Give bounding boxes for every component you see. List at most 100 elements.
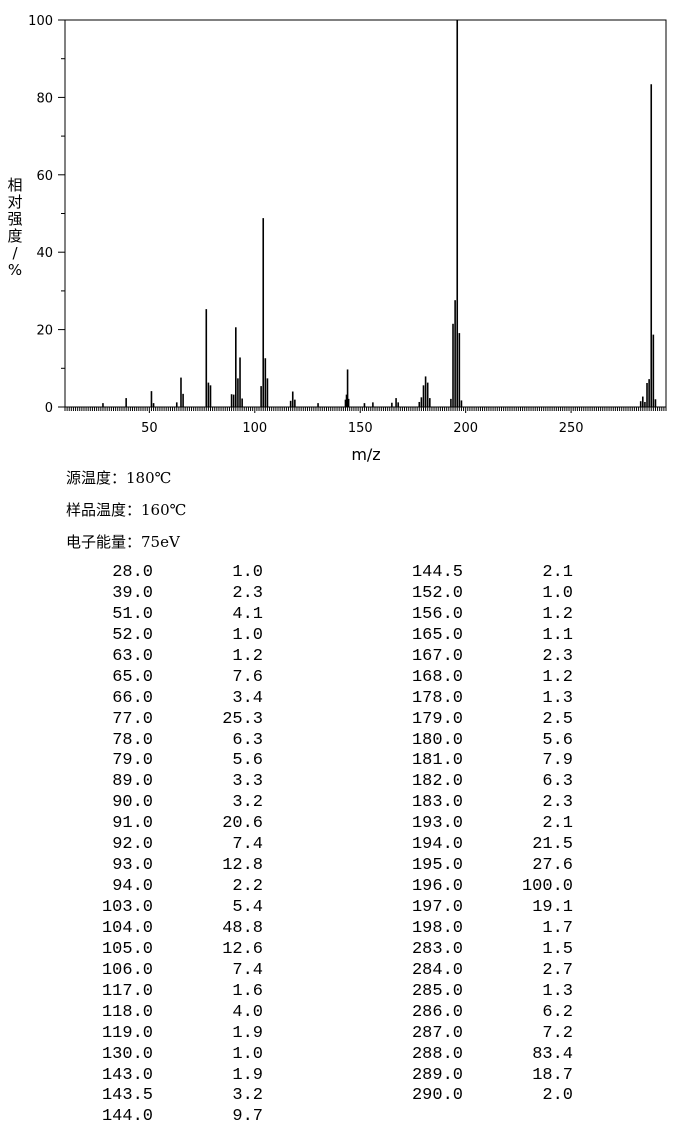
x-tick-label: 200 xyxy=(453,421,478,436)
intensity-value: 1.1 xyxy=(542,625,573,645)
intensity-value: 1.0 xyxy=(232,625,263,645)
mz-value: 285.0 xyxy=(411,981,463,1001)
mz-value: 167.0 xyxy=(411,646,463,666)
intensity-value: 2.3 xyxy=(542,646,573,666)
mz-value: 66.0 xyxy=(112,688,153,708)
intensity-value: 1.3 xyxy=(542,688,573,708)
intensity-value: 2.3 xyxy=(542,793,573,813)
intensity-value: 3.3 xyxy=(232,772,263,792)
y-tick-label: 40 xyxy=(36,246,53,261)
mz-value: 89.0 xyxy=(112,772,153,792)
intensity-value: 4.0 xyxy=(232,1002,263,1022)
mz-value: 183.0 xyxy=(411,793,463,813)
intensity-value: 1.6 xyxy=(232,981,263,1001)
mz-value: 194.0 xyxy=(411,835,463,855)
mz-value: 287.0 xyxy=(411,1023,463,1043)
intensity-value: 6.3 xyxy=(232,730,263,750)
mz-value: 178.0 xyxy=(411,688,463,708)
mz-value: 94.0 xyxy=(112,877,153,897)
x-tick-label: 150 xyxy=(348,421,373,436)
mz-value: 143.5 xyxy=(101,1086,153,1106)
mass-spectrum-chart: 50 100 150 200 250 0 20 40 60 80 100 m/z 相对强度/% xyxy=(7,14,667,464)
intensity-value: 1.0 xyxy=(232,563,263,582)
intensity-value: 48.8 xyxy=(222,918,263,938)
intensity-value: 83.4 xyxy=(532,1044,573,1064)
intensity-value: 5.4 xyxy=(232,898,263,917)
intensity-value: 2.5 xyxy=(542,709,573,729)
mz-value: 104.0 xyxy=(101,918,153,938)
mz-value: 52.0 xyxy=(112,625,153,645)
mz-value: 144.0 xyxy=(101,1107,153,1127)
electron-energy: 电子能量：75eV xyxy=(66,533,180,551)
mz-value: 165.0 xyxy=(411,625,463,645)
mz-value: 290.0 xyxy=(411,1086,463,1106)
mz-value: 119.0 xyxy=(101,1023,153,1043)
mz-value: 198.0 xyxy=(411,918,463,938)
intensity-value: 7.4 xyxy=(232,960,263,980)
mz-value: 118.0 xyxy=(101,1002,153,1022)
mz-value: 93.0 xyxy=(112,856,153,876)
y-tick-label: 60 xyxy=(36,169,53,184)
mz-value: 168.0 xyxy=(411,667,463,687)
intensity-value: 1.9 xyxy=(232,1023,263,1043)
plot-frame xyxy=(64,19,667,408)
mz-value: 195.0 xyxy=(411,856,463,876)
intensity-value: 5.6 xyxy=(232,751,263,771)
peak-bars xyxy=(102,20,657,407)
intensity-value: 1.2 xyxy=(542,604,573,624)
y-tick-label: 100 xyxy=(28,14,53,29)
mz-value: 130.0 xyxy=(101,1044,153,1064)
x-tick-label: 250 xyxy=(559,421,584,436)
mz-value: 90.0 xyxy=(112,793,153,813)
intensity-value: 5.6 xyxy=(542,730,573,750)
intensity-value: 2.7 xyxy=(542,960,573,980)
mz-value: 144.5 xyxy=(411,563,463,582)
intensity-value: 7.2 xyxy=(542,1023,573,1043)
intensity-value: 3.2 xyxy=(232,1086,263,1106)
intensity-value: 7.9 xyxy=(542,751,573,771)
intensity-value: 2.3 xyxy=(232,583,263,603)
mz-value: 63.0 xyxy=(112,646,153,666)
mz-value: 92.0 xyxy=(112,835,153,855)
mz-value: 181.0 xyxy=(411,751,463,771)
mz-value: 103.0 xyxy=(101,898,153,917)
intensity-value: 1.2 xyxy=(542,667,573,687)
intensity-value: 1.0 xyxy=(542,583,573,603)
intensity-value: 7.6 xyxy=(232,667,263,687)
intensity-value: 27.6 xyxy=(532,856,573,876)
intensity-value: 19.1 xyxy=(532,898,573,917)
intensity-value: 7.4 xyxy=(232,835,263,855)
intensity-value: 1.2 xyxy=(232,646,263,666)
mz-value: 180.0 xyxy=(411,730,463,750)
mz-value: 105.0 xyxy=(101,939,153,959)
mz-value: 39.0 xyxy=(112,583,153,603)
intensity-value: 9.7 xyxy=(232,1107,263,1127)
intensity-value: 12.8 xyxy=(222,856,263,876)
intensity-value: 4.1 xyxy=(232,604,263,624)
mz-value: 283.0 xyxy=(411,939,463,959)
intensity-value: 18.7 xyxy=(532,1065,573,1085)
intensity-value: 3.2 xyxy=(232,793,263,813)
mz-value: 156.0 xyxy=(411,604,463,624)
intensity-value: 3.4 xyxy=(232,688,263,708)
mz-value: 284.0 xyxy=(411,960,463,980)
x-axis-label: m/z xyxy=(351,445,380,464)
mz-value: 197.0 xyxy=(411,898,463,917)
mz-value: 106.0 xyxy=(101,960,153,980)
source-temperature: 源温度：180℃ xyxy=(66,469,172,487)
mz-value: 182.0 xyxy=(411,772,463,792)
intensity-value: 1.9 xyxy=(232,1065,263,1085)
mz-value: 78.0 xyxy=(112,730,153,750)
mz-value: 91.0 xyxy=(112,814,153,834)
y-tick-label: 20 xyxy=(36,324,53,339)
intensity-value: 2.2 xyxy=(232,877,263,897)
y-axis-label: 相对强度/% xyxy=(7,176,22,279)
mz-value: 65.0 xyxy=(112,667,153,687)
axis-ticks: 50 100 150 200 250 0 20 40 60 80 100 xyxy=(28,14,667,436)
intensity-value: 6.2 xyxy=(542,1002,573,1022)
mz-value: 117.0 xyxy=(101,981,153,1001)
mz-value: 143.0 xyxy=(101,1065,153,1085)
intensity-value: 1.0 xyxy=(232,1044,263,1064)
intensity-value: 21.5 xyxy=(532,835,573,855)
mz-value: 193.0 xyxy=(411,814,463,834)
